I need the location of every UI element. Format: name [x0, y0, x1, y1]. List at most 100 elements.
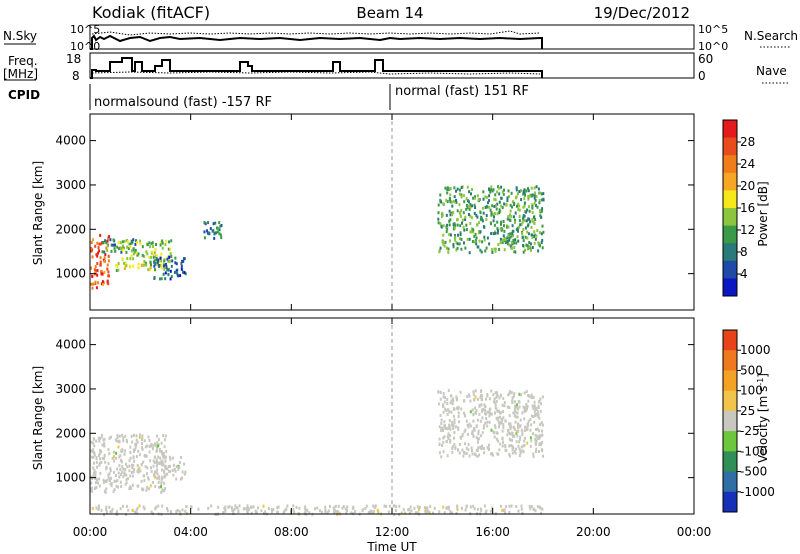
data-cell [522, 205, 525, 209]
data-cell [511, 401, 514, 405]
data-cell [99, 233, 102, 237]
colorbar-segment [723, 330, 737, 351]
data-cell [162, 272, 165, 276]
data-cell [464, 442, 466, 446]
data-cell [517, 399, 520, 403]
data-cell [524, 193, 526, 197]
data-cell [108, 505, 111, 509]
data-cell [354, 510, 357, 513]
data-cell [157, 461, 160, 465]
data-cell [518, 440, 521, 444]
data-cell [344, 507, 347, 511]
data-cell [424, 506, 426, 510]
colorbar-tick-label: 20 [740, 179, 755, 193]
colorbar-tick-label: 28 [740, 135, 755, 149]
data-cell [484, 405, 486, 409]
data-cell [529, 444, 532, 448]
data-cell [480, 447, 483, 450]
data-cell [459, 231, 462, 235]
data-cell [501, 190, 504, 194]
data-cell [468, 454, 471, 458]
data-cell [457, 448, 460, 452]
data-cell [293, 510, 296, 514]
data-cell [168, 455, 171, 459]
data-cell [92, 282, 95, 286]
data-cell [437, 211, 440, 215]
data-cell [530, 396, 533, 400]
data-cell [108, 436, 111, 440]
data-cell [462, 454, 465, 458]
data-cell [164, 487, 167, 491]
data-cell [165, 262, 167, 266]
data-cell [501, 241, 504, 244]
colorbar-tick-label: -100 [740, 444, 767, 458]
data-cell [457, 428, 460, 431]
data-cell [111, 456, 114, 460]
data-cell [400, 511, 403, 515]
data-cell [465, 223, 468, 227]
data-cell [508, 238, 511, 242]
data-cell [510, 504, 513, 508]
data-cell [533, 420, 536, 424]
data-cell [477, 440, 479, 444]
data-cell [522, 228, 525, 231]
data-cell [102, 478, 105, 482]
data-cell [143, 255, 146, 258]
data-cell [514, 250, 517, 254]
data-cell [124, 449, 127, 453]
data-cell [478, 412, 481, 416]
data-cell [525, 219, 528, 223]
data-cell [515, 440, 518, 444]
data-cell [518, 219, 521, 223]
data-cell [480, 250, 483, 254]
data-cell [506, 225, 509, 229]
data-cell [159, 449, 162, 453]
data-cell [524, 436, 527, 440]
data-cell [481, 431, 484, 435]
data-cell [219, 233, 222, 237]
data-cell [162, 451, 165, 455]
data-cell [497, 229, 499, 233]
data-cell [468, 190, 471, 194]
data-cell [465, 197, 468, 201]
data-cell [463, 450, 465, 454]
data-cell [479, 248, 482, 252]
data-cell [109, 482, 112, 486]
data-cell [526, 230, 529, 234]
data-cell [182, 259, 185, 263]
data-cell [155, 464, 158, 468]
colorbar-tick-label: 4 [740, 267, 748, 281]
data-cell [541, 433, 544, 437]
data-cell [523, 191, 526, 195]
data-cell [455, 395, 458, 399]
data-cell [465, 504, 468, 508]
data-cell [173, 467, 176, 471]
data-cell [511, 200, 514, 204]
data-cell [502, 397, 505, 401]
data-cell [93, 475, 96, 479]
data-cell [499, 241, 502, 245]
data-cell [149, 459, 152, 463]
data-cell [153, 474, 155, 478]
data-cell [346, 505, 349, 509]
data-cell [164, 434, 167, 438]
data-cell [151, 250, 154, 254]
data-cell [136, 511, 139, 515]
data-cell [197, 507, 200, 511]
data-cell [517, 426, 519, 430]
data-cell [135, 251, 138, 255]
data-cell [112, 238, 115, 242]
data-cell [416, 511, 419, 515]
data-cell [496, 452, 499, 456]
data-cell [144, 445, 147, 449]
data-cell [451, 447, 454, 450]
data-cell [175, 465, 178, 468]
data-cell [138, 466, 141, 470]
data-cell [446, 506, 448, 510]
data-cell [457, 415, 460, 418]
data-cell [479, 434, 482, 438]
cpid-2: normal (fast) 151 RF [395, 84, 529, 99]
data-cell [498, 200, 501, 204]
data-cell [93, 444, 96, 448]
data-cell [95, 439, 98, 443]
